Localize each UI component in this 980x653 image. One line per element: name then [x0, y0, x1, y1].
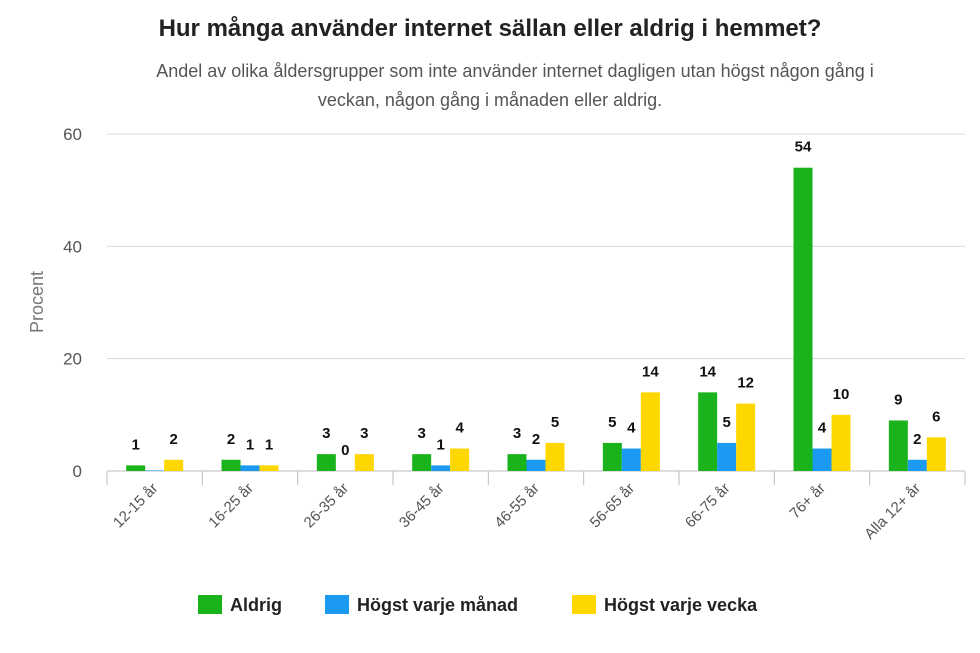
bar-1-4[interactable] [526, 459, 546, 471]
data-label-0-5: 5 [608, 414, 616, 431]
bar-2-5[interactable] [640, 392, 660, 471]
y-tick-label: 40 [63, 237, 82, 256]
bar-0-7[interactable] [793, 167, 813, 471]
legend-item-0[interactable]: Aldrig [198, 595, 282, 615]
x-tick-label: 46-55 år [491, 480, 543, 532]
legend-item-1[interactable]: Högst varje månad [325, 595, 518, 615]
legend[interactable]: Aldrig Högst varje månad Högst varje vecka [198, 595, 758, 615]
data-label-0-1: 2 [227, 431, 235, 448]
data-label-1-6: 5 [722, 414, 730, 431]
legend-swatch [572, 595, 596, 614]
data-label-2-8: 6 [932, 408, 940, 425]
bar-0-5[interactable] [602, 442, 622, 471]
data-label-0-8: 9 [894, 391, 902, 408]
data-label-2-4: 5 [551, 414, 559, 431]
bar-1-6[interactable] [717, 442, 737, 471]
data-label-1-5: 4 [627, 420, 636, 437]
bar-2-1[interactable] [259, 465, 279, 471]
bar-0-2[interactable] [316, 454, 336, 471]
chart-title: Hur många använder internet sällan eller… [159, 15, 822, 42]
data-label-2-5: 14 [642, 363, 659, 380]
bar-1-7[interactable] [812, 448, 832, 471]
data-label-2-1: 1 [265, 436, 273, 453]
legend-item-2[interactable]: Högst varje vecka [572, 595, 758, 615]
legend-label: Högst varje vecka [604, 595, 758, 615]
bar-1-3[interactable] [431, 465, 451, 471]
x-tick-label: Alla 12+ år [861, 480, 924, 543]
bar-0-6[interactable] [698, 392, 718, 471]
bar-2-7[interactable] [831, 414, 851, 471]
x-tick-label: 26-35 år [301, 480, 353, 532]
bar-0-3[interactable] [412, 454, 432, 471]
bar-0-8[interactable] [888, 420, 908, 471]
chart-subtitle-line-2: veckan, någon gång i månaden eller aldri… [318, 90, 662, 110]
bar-2-3[interactable] [450, 448, 470, 471]
x-tick-label: 36-45 år [396, 480, 448, 532]
y-tick-label: 20 [63, 350, 82, 369]
bar-2-0[interactable] [164, 459, 184, 471]
data-label-0-0: 1 [131, 436, 139, 453]
y-tick-label: 60 [63, 125, 82, 144]
bar-1-5[interactable] [621, 448, 641, 471]
bar-0-4[interactable] [507, 454, 527, 471]
data-label-1-3: 1 [436, 436, 444, 453]
data-label-0-4: 3 [513, 425, 521, 442]
data-label-2-7: 10 [833, 386, 850, 403]
data-label-1-2: 0 [341, 442, 349, 459]
bar-1-8[interactable] [907, 459, 927, 471]
bar-1-1[interactable] [240, 465, 260, 471]
x-tick-labels: 12-15 år 16-25 år 26-35 år 36-45 år 46-55 år… [110, 480, 924, 543]
y-axis-label: Procent [27, 271, 47, 333]
bar-2-8[interactable] [926, 437, 946, 471]
x-tick-label: 66-75 år [682, 480, 734, 532]
bar-1-0[interactable] [145, 470, 165, 471]
x-tick-label: 16-25 år [205, 480, 257, 532]
chart-subtitle-line-1: Andel av olika åldersgrupper som inte an… [156, 61, 874, 81]
x-tick-label: 12-15 år [110, 480, 162, 532]
data-label-2-0: 2 [169, 431, 177, 448]
data-label-1-4: 2 [532, 431, 540, 448]
data-label-0-6: 14 [699, 363, 716, 380]
data-label-2-2: 3 [360, 425, 368, 442]
data-label-0-2: 3 [322, 425, 330, 442]
bar-2-6[interactable] [736, 403, 756, 471]
data-label-1-7: 4 [818, 420, 827, 437]
bar-0-1[interactable] [221, 459, 241, 471]
data-label-1-8: 2 [913, 431, 921, 448]
data-label-0-7: 54 [795, 139, 812, 156]
bar-0-0[interactable] [126, 465, 146, 471]
legend-label: Aldrig [230, 595, 282, 615]
bar-2-4[interactable] [545, 442, 565, 471]
data-label-2-3: 4 [455, 420, 464, 437]
y-tick-labels: 0 20 40 60 [63, 125, 82, 481]
data-label-2-6: 12 [737, 375, 754, 392]
x-tick-label: 76+ år [786, 480, 828, 522]
y-tick-label: 0 [73, 462, 82, 481]
bar-2-2[interactable] [354, 454, 374, 471]
x-tick-label: 56-65 år [587, 480, 639, 532]
data-label-0-3: 3 [417, 425, 425, 442]
legend-swatch [198, 595, 222, 614]
legend-label: Högst varje månad [357, 595, 518, 615]
bars [126, 167, 946, 471]
legend-swatch [325, 595, 349, 614]
data-label-1-1: 1 [246, 436, 254, 453]
